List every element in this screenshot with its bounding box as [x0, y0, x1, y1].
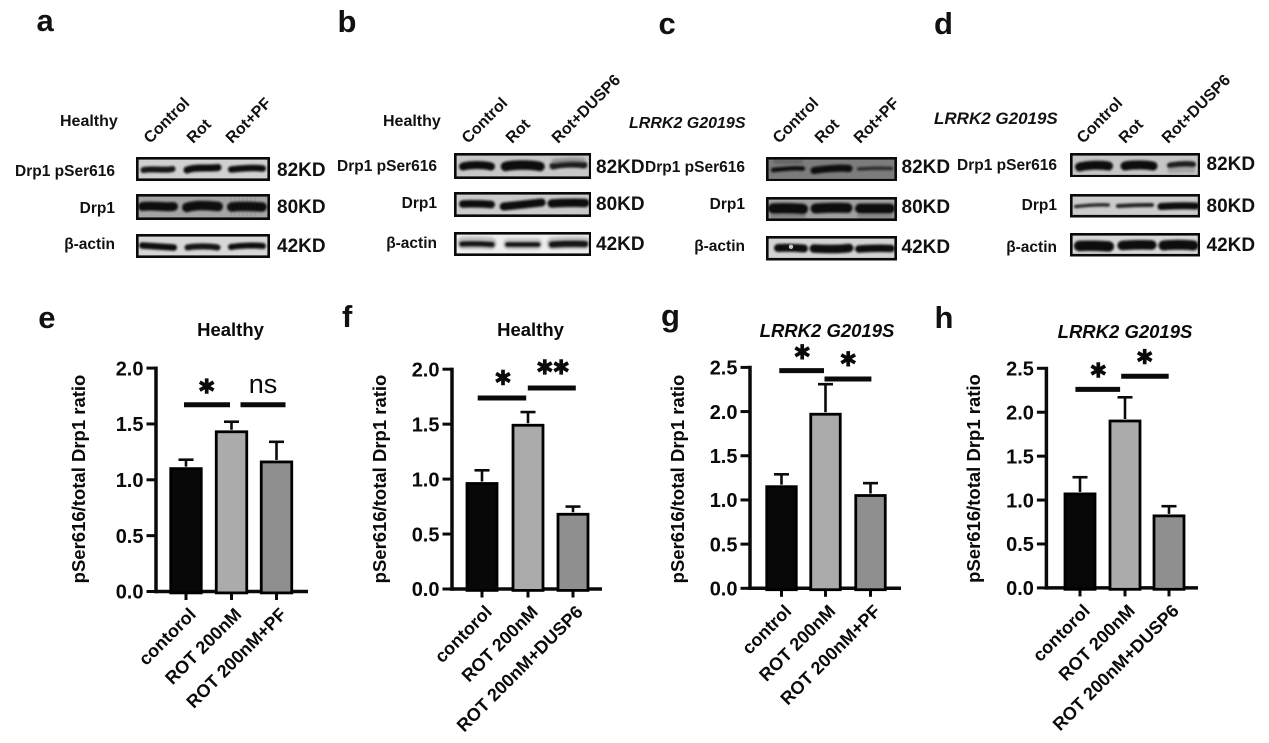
- svg-text:1.0: 1.0: [412, 469, 440, 491]
- svg-text:1.0: 1.0: [1006, 490, 1034, 512]
- svg-text:pSer616/total Drp1 ratio: pSer616/total Drp1 ratio: [68, 375, 89, 584]
- svg-text:0.0: 0.0: [116, 582, 144, 604]
- svg-text:2.0: 2.0: [1006, 402, 1034, 424]
- svg-text:1.0: 1.0: [710, 490, 738, 512]
- svg-text:pSer616/total Drp1 ratio: pSer616/total Drp1 ratio: [667, 375, 688, 584]
- svg-text:1.5: 1.5: [1006, 446, 1034, 468]
- svg-text:ns: ns: [249, 369, 278, 399]
- svg-text:pSer616/total Drp1 ratio: pSer616/total Drp1 ratio: [369, 375, 390, 584]
- svg-text:0.0: 0.0: [412, 579, 440, 601]
- svg-text:0.5: 0.5: [412, 524, 440, 546]
- svg-text:2.5: 2.5: [1006, 359, 1034, 381]
- svg-text:2.5: 2.5: [710, 358, 738, 380]
- svg-text:2.0: 2.0: [116, 358, 144, 380]
- svg-text:0.5: 0.5: [116, 526, 144, 548]
- svg-text:LRRK2 G2019S: LRRK2 G2019S: [1058, 321, 1193, 342]
- svg-text:2.0: 2.0: [710, 402, 738, 424]
- svg-text:Healthy: Healthy: [197, 319, 265, 340]
- svg-text:pSer616/total Drp1 ratio: pSer616/total Drp1 ratio: [963, 374, 984, 583]
- svg-text:0.0: 0.0: [710, 579, 738, 601]
- svg-text:0.5: 0.5: [1006, 534, 1034, 556]
- svg-text:0.0: 0.0: [1006, 578, 1034, 600]
- svg-text:1.5: 1.5: [710, 446, 738, 468]
- svg-text:0.5: 0.5: [710, 534, 738, 556]
- svg-text:1.0: 1.0: [116, 470, 144, 492]
- svg-text:1.5: 1.5: [116, 414, 144, 436]
- svg-text:1.5: 1.5: [412, 414, 440, 436]
- svg-text:LRRK2 G2019S: LRRK2 G2019S: [760, 320, 895, 341]
- svg-text:2.0: 2.0: [412, 359, 440, 381]
- svg-text:Healthy: Healthy: [497, 319, 565, 340]
